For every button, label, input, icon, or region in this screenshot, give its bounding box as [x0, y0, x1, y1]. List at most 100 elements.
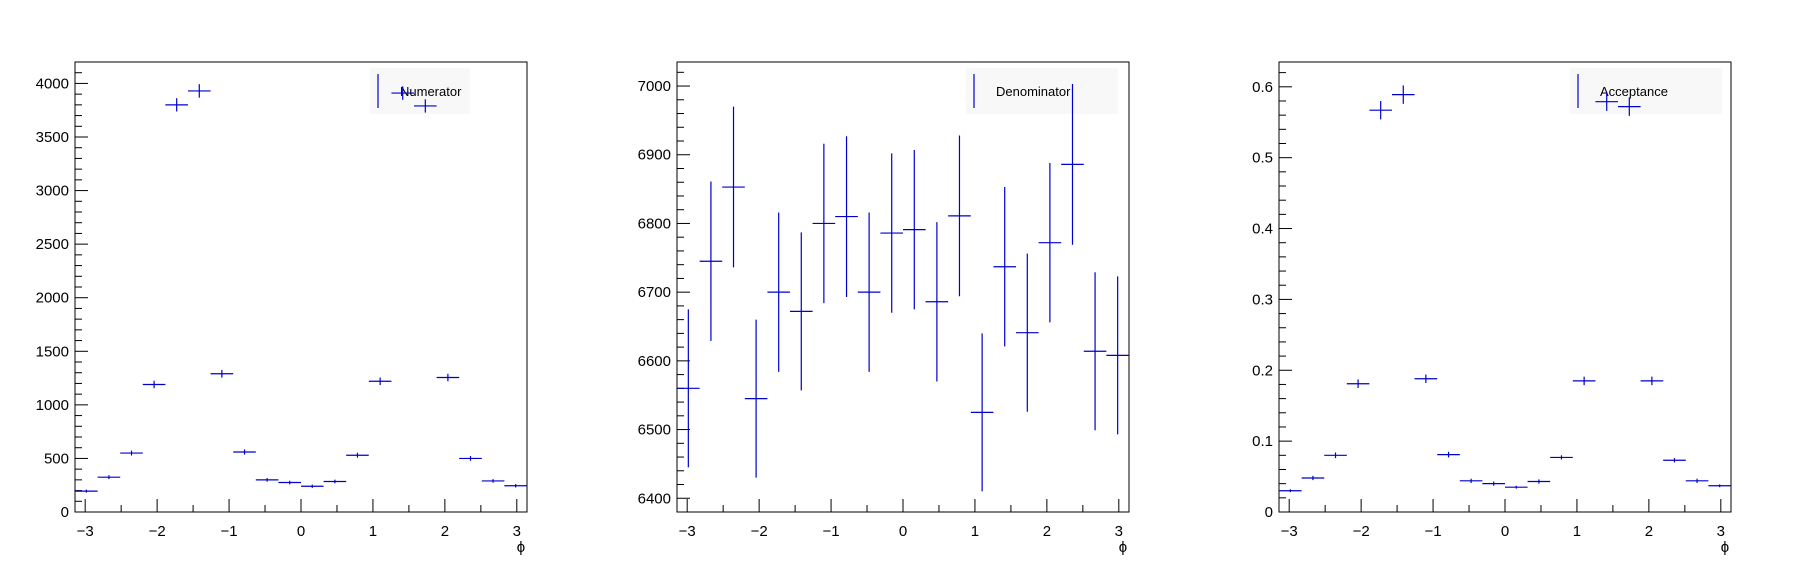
- x-tick-label: 3: [1717, 523, 1725, 540]
- y-tick-label: 500: [44, 450, 69, 467]
- data-point: [902, 149, 926, 310]
- x-tick-label: 0: [899, 523, 907, 540]
- data-point: [857, 212, 881, 372]
- x-tick-label: −1: [1425, 523, 1442, 540]
- x-axis-title: ϕ: [1119, 539, 1127, 556]
- y-tick-label: 0.4: [1252, 221, 1273, 238]
- data-point: [1572, 376, 1596, 386]
- data-point: [1482, 481, 1506, 486]
- x-tick-label: −3: [1281, 523, 1298, 540]
- x-tick-label: −2: [149, 523, 166, 540]
- y-tick-label: 0.1: [1252, 433, 1273, 450]
- data-point: [880, 153, 904, 313]
- data-point: [233, 449, 256, 455]
- data-point: [187, 84, 211, 98]
- data-point: [1595, 92, 1619, 111]
- data-point: [835, 136, 858, 297]
- data-point: [1685, 478, 1709, 483]
- x-tick-label: 0: [297, 523, 305, 540]
- legend-label: Denominator: [996, 84, 1071, 99]
- data-point: [699, 181, 723, 341]
- legend-box: [966, 68, 1118, 114]
- x-tick-label: −2: [751, 523, 768, 540]
- y-tick-label: 2500: [36, 236, 69, 253]
- plot-frame: [676, 61, 1130, 513]
- data-point: [323, 479, 347, 484]
- y-tick-label: 6500: [638, 422, 671, 439]
- x-tick-label: −3: [679, 523, 696, 540]
- chart-panel-3: Acceptance −3 −2 −1 0 1 2 3ϕ 0 0.1 0.2 0.3 0.4 0.5 0.6: [1252, 61, 1732, 556]
- data-point: [1663, 458, 1686, 463]
- y-tick-label: 3500: [36, 129, 69, 146]
- x-tick-label: −2: [1353, 523, 1370, 540]
- data-point: [1106, 276, 1129, 435]
- data-point: [1550, 455, 1573, 460]
- data-point: [970, 333, 994, 492]
- data-point: [97, 475, 121, 480]
- data-point: [948, 135, 971, 297]
- data-point: [1618, 97, 1641, 116]
- legend-label: Numerator: [400, 84, 462, 99]
- y-tick-label: 6900: [638, 147, 671, 164]
- x-tick-label: 2: [1043, 523, 1051, 540]
- x-tick-label: 2: [441, 523, 449, 540]
- data-point: [255, 478, 279, 482]
- y-tick-label: 4000: [36, 75, 69, 92]
- data-point: [1324, 452, 1347, 459]
- x-axis-title: ϕ: [517, 539, 525, 556]
- data-point: [210, 369, 234, 378]
- data-point: [436, 373, 460, 382]
- x-tick-label: 1: [971, 523, 979, 540]
- data-point: [142, 380, 166, 389]
- y-tick-label: 0.2: [1252, 362, 1273, 379]
- y-tick-label: 0.3: [1252, 291, 1273, 308]
- plot-frame: [74, 61, 528, 513]
- data-point: [300, 484, 324, 488]
- y-tick-label: 0: [1265, 504, 1273, 521]
- data-point: [414, 99, 437, 113]
- chart-panel-1: Numerator −3 −2 −1 0 1 2 3ϕ 0 500 1000 1500 2000 2500…: [36, 61, 528, 556]
- x-tick-label: 2: [1645, 523, 1653, 540]
- legend-label: Acceptance: [1600, 84, 1668, 99]
- data-point: [789, 232, 813, 391]
- y-tick-label: 3000: [36, 183, 69, 200]
- data-point: [1279, 489, 1302, 493]
- data-point: [75, 489, 98, 493]
- y-tick-label: 6400: [638, 490, 671, 507]
- x-tick-label: 1: [1573, 523, 1581, 540]
- y-tick-label: 0: [61, 504, 69, 521]
- data-point: [1369, 100, 1392, 120]
- y-tick-label: 1000: [36, 397, 69, 414]
- data-point: [993, 187, 1017, 347]
- data-point: [1414, 374, 1438, 384]
- x-tick-label: 3: [513, 523, 521, 540]
- y-tick-label: 6700: [638, 284, 671, 301]
- x-axis-title: ϕ: [1721, 539, 1729, 556]
- data-point: [1391, 85, 1415, 104]
- x-tick-label: 3: [1115, 523, 1123, 540]
- data-point: [677, 309, 700, 468]
- data-point: [1504, 485, 1528, 489]
- data-point: [1083, 272, 1107, 431]
- data-point: [1437, 451, 1460, 458]
- data-point: [1527, 479, 1551, 484]
- data-point: [459, 456, 482, 461]
- data-point: [1640, 376, 1664, 386]
- x-tick-label: 1: [369, 523, 377, 540]
- y-tick-label: 6600: [638, 353, 671, 370]
- data-point: [368, 377, 392, 386]
- data-point: [1038, 162, 1062, 323]
- x-tick-label: −3: [77, 523, 94, 540]
- y-tick-label: 6800: [638, 215, 671, 232]
- data-point: [767, 212, 790, 372]
- legend-box: [1570, 68, 1722, 114]
- data-point: [1708, 484, 1731, 488]
- data-point: [120, 450, 143, 456]
- data-point: [744, 319, 768, 478]
- data-point: [812, 143, 836, 304]
- data-point: [504, 484, 527, 488]
- chart-panel-2: Denominator −3 −2 −1 0 1 2 3ϕ 6400 6500 6600 6700 68…: [638, 61, 1130, 556]
- data-point: [278, 480, 302, 485]
